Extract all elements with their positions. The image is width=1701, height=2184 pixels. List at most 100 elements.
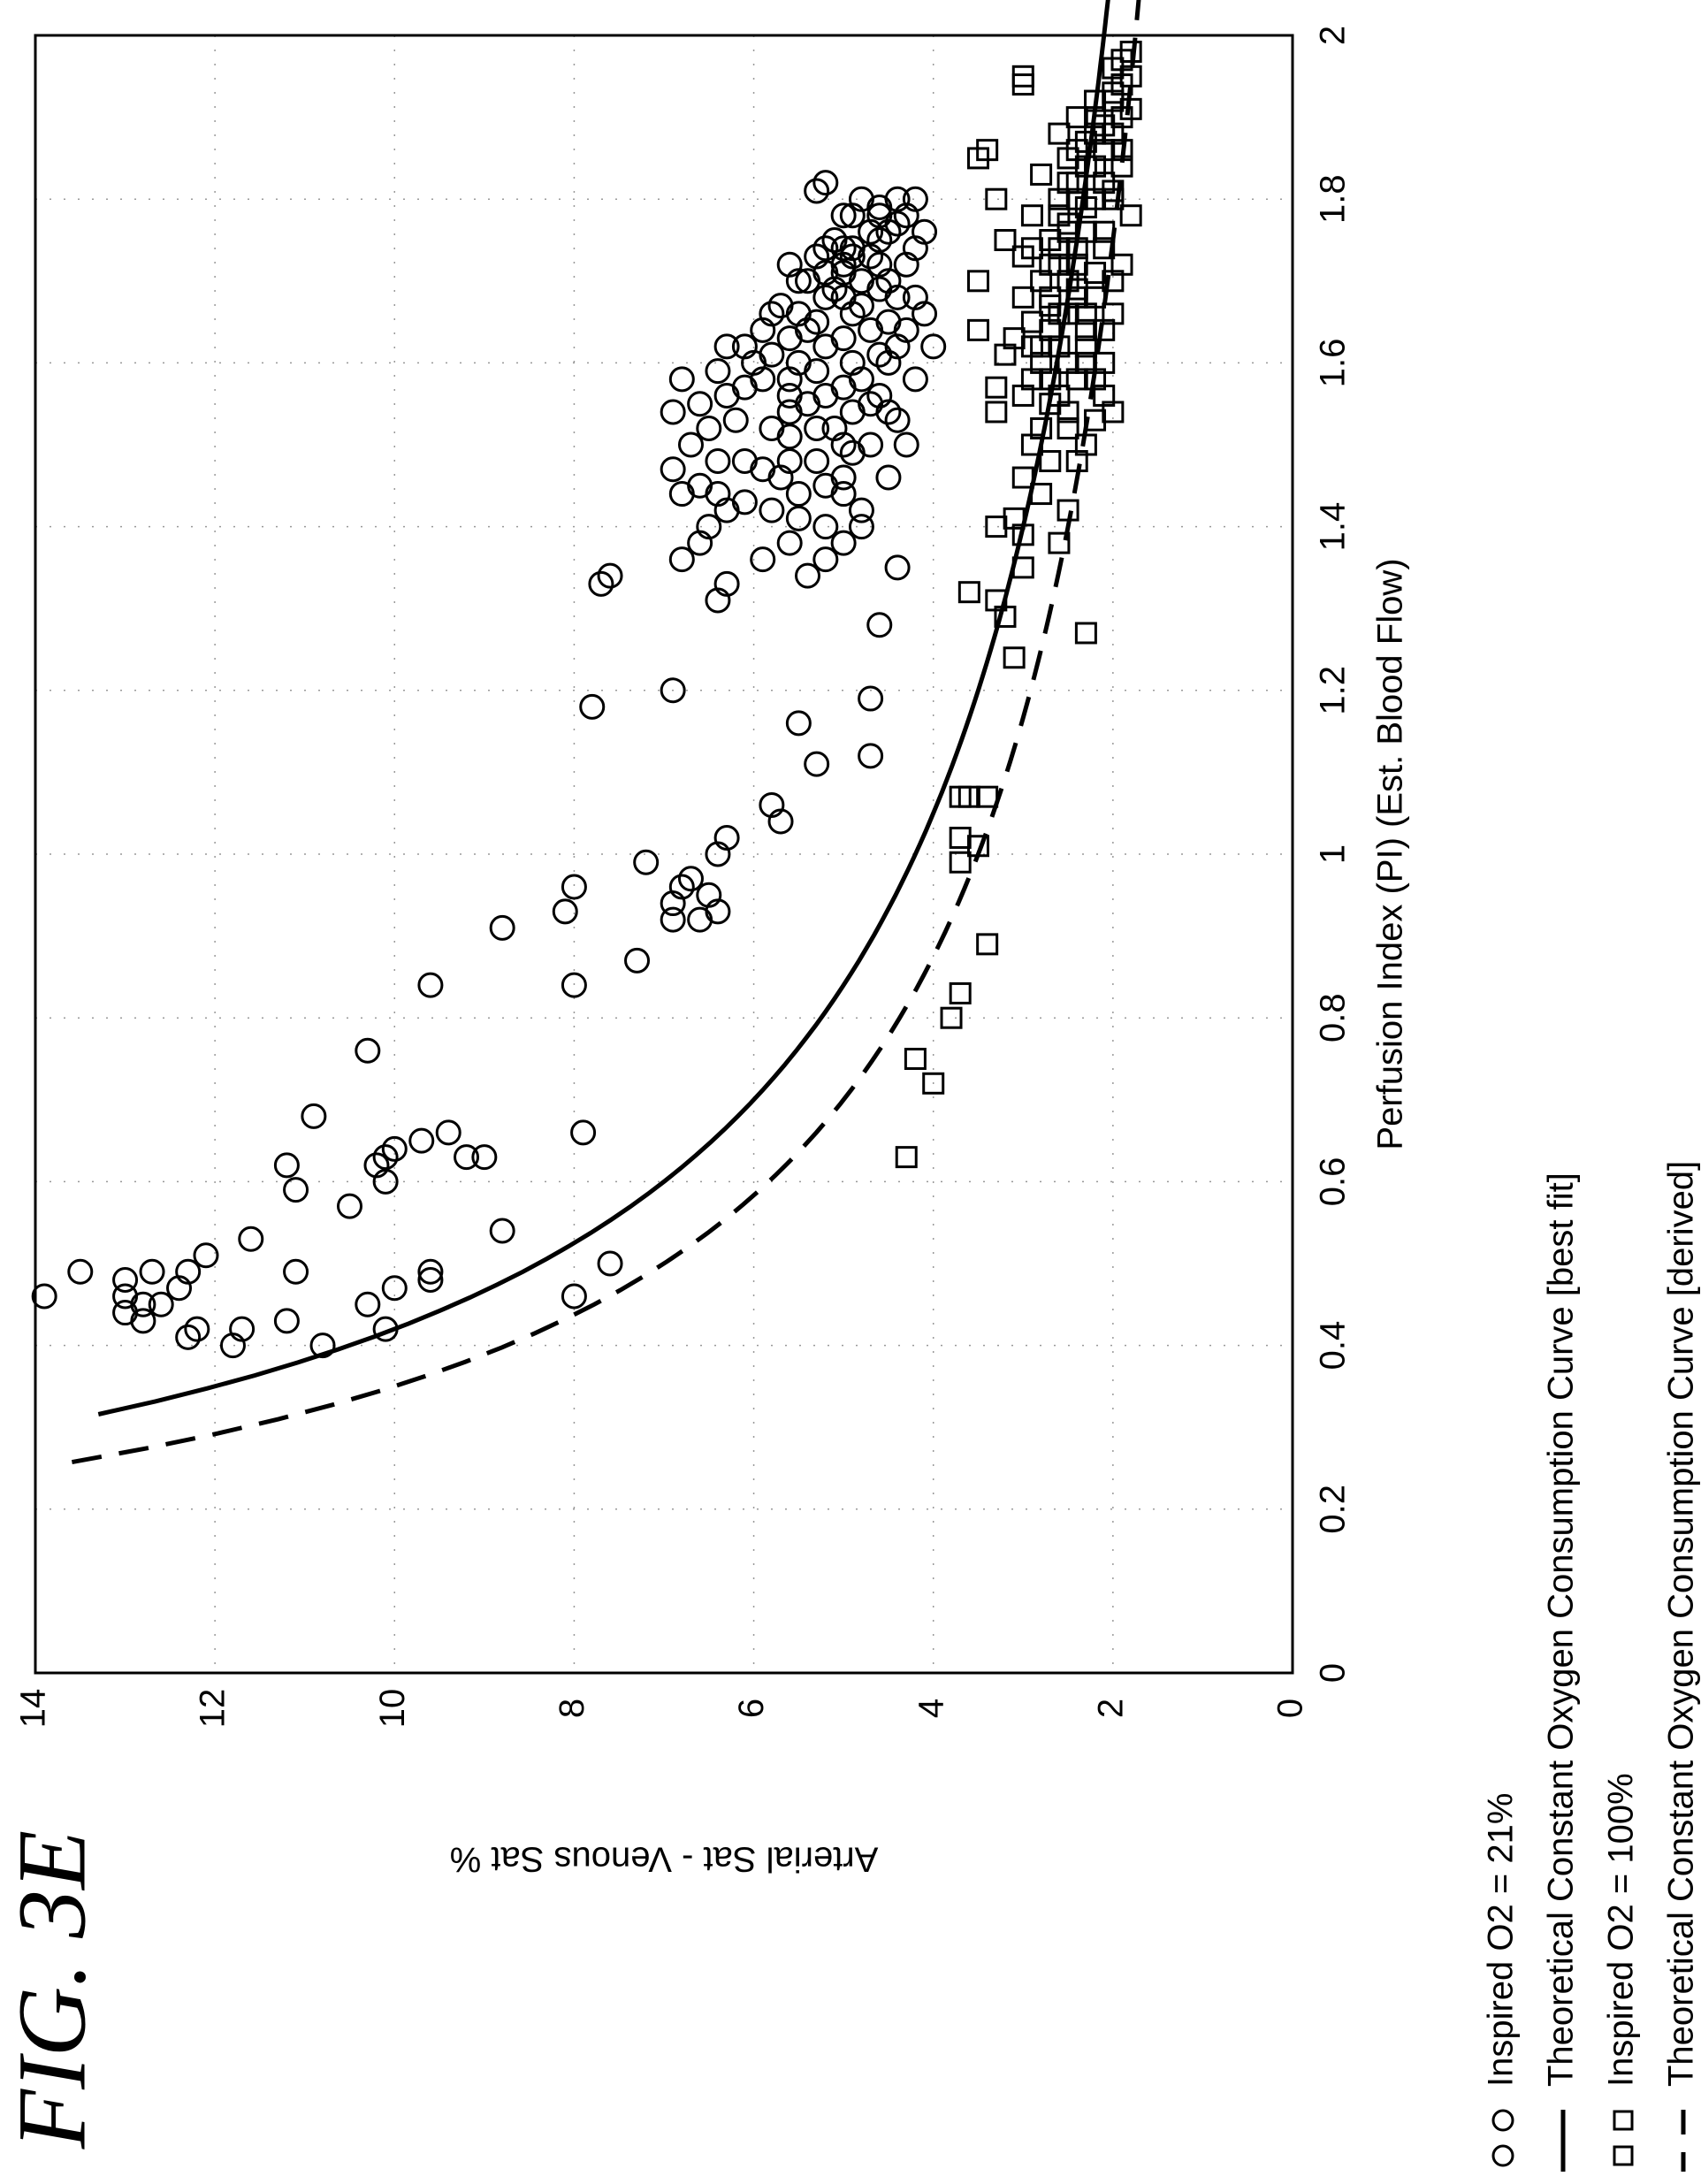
data-point-circle [31, 1283, 57, 1310]
x-tick-label: 0 [1314, 1663, 1353, 1683]
data-point-square [904, 1048, 927, 1070]
data-point-square [1003, 507, 1026, 530]
data-point-circle [875, 268, 902, 294]
data-point-square [1119, 204, 1142, 227]
data-point-circle [705, 481, 731, 508]
data-point-square [1048, 531, 1071, 554]
data-point-circle [759, 301, 785, 327]
data-point-circle [830, 325, 857, 352]
data-point-square [994, 229, 1017, 251]
data-point-square [957, 785, 980, 808]
data-point-circle [417, 972, 444, 998]
x-tick-labels: 0 0.2 0.4 0.6 0.8 1 1.2 1.4 1.6 1.8 2 [1314, 26, 1353, 1683]
data-point-circle [776, 530, 803, 556]
data-point-circle [893, 251, 919, 278]
data-point-circle [830, 202, 857, 229]
data-point-square [1065, 253, 1088, 276]
data-point-square [985, 589, 1008, 612]
data-point-square [957, 581, 980, 604]
data-point-circle [193, 1242, 219, 1269]
data-point-square [1030, 416, 1053, 439]
legend-marker-circle [1491, 2109, 1514, 2132]
x-tick-label: 0.4 [1314, 1321, 1353, 1371]
data-point-square [949, 981, 972, 1004]
data-point-circle [355, 1037, 381, 1064]
legend-label: Inspired O2 = 100% [1602, 1773, 1641, 2087]
data-point-circle [812, 514, 839, 540]
data-point-circle [848, 497, 874, 523]
y-tick-label: 4 [912, 1699, 950, 1718]
data-point-circle [776, 366, 803, 393]
data-point-square [1102, 270, 1125, 293]
data-point-circle [355, 1291, 381, 1317]
data-point-circle [839, 202, 866, 229]
data-point-circle [776, 325, 803, 352]
data-point-square [1119, 41, 1142, 64]
data-point-square [1030, 483, 1053, 506]
data-point-square [985, 187, 1008, 210]
data-point-square [1030, 163, 1053, 186]
legend: Inspired O2 = 21% Theoretical Constant Ox… [1482, 1161, 1701, 2172]
x-tick-label: 1 [1314, 844, 1353, 864]
data-point-square [1065, 106, 1088, 129]
data-point-square [1102, 187, 1125, 210]
data-point-square [1048, 302, 1071, 325]
data-point-square [985, 376, 1008, 399]
data-point-circle [713, 824, 740, 851]
data-point-circle [668, 366, 695, 393]
data-point-circle [731, 489, 758, 515]
data-point-square [1020, 368, 1043, 391]
data-point-circle [570, 1119, 597, 1146]
data-point-circle [713, 570, 740, 597]
derived-curve [71, 0, 1141, 1465]
data-point-circle [561, 972, 587, 998]
data-point-circle [858, 743, 884, 769]
data-point-square [1084, 106, 1107, 129]
data-point-circle [884, 554, 911, 581]
data-point-circle [381, 1275, 408, 1302]
data-point-circle [722, 407, 749, 433]
data-point-square [1074, 318, 1097, 341]
data-point-circle [875, 399, 902, 425]
data-point-circle [588, 570, 614, 597]
data-point-circle [858, 243, 884, 270]
data-point-circle [597, 562, 623, 589]
data-point-circle [902, 366, 928, 393]
data-point-circle [175, 1258, 202, 1285]
data-point-square [1020, 237, 1043, 260]
y-tick-label: 12 [194, 1689, 233, 1729]
data-point-circle [372, 1168, 399, 1195]
data-point-circle [858, 317, 884, 343]
figure-label: FIG. 3E [0, 1830, 105, 2150]
data-point-square [1074, 220, 1097, 243]
data-point-square [1102, 122, 1125, 145]
data-point-circle [309, 1333, 336, 1359]
data-point-circle [561, 1283, 587, 1310]
data-point-square [1030, 335, 1053, 358]
data-point-circle [812, 284, 839, 310]
data-points [31, 41, 1142, 1359]
data-point-circle [804, 358, 830, 385]
y-tick-label: 6 [732, 1699, 771, 1718]
data-point-circle [417, 1258, 444, 1285]
data-point-square [1093, 237, 1116, 260]
legend-label: Theoretical Constant Oxygen Consumption … [1662, 1161, 1701, 2087]
data-point-circle [731, 374, 758, 401]
data-point-square [1048, 384, 1071, 407]
data-point-circle [130, 1308, 156, 1334]
data-point-circle [184, 1316, 210, 1342]
data-point-circle [112, 1267, 139, 1294]
data-point-circle [273, 1308, 300, 1334]
data-point-circle [624, 947, 651, 974]
data-point-circle [408, 1127, 435, 1154]
data-point-square [967, 147, 989, 170]
data-point-circle [839, 243, 866, 270]
data-point-square [1056, 351, 1079, 374]
data-point-circle [731, 448, 758, 475]
data-point-circle [381, 1135, 408, 1162]
data-point-square [1074, 335, 1097, 358]
data-point-circle [839, 439, 866, 466]
data-point-square [1110, 155, 1133, 178]
data-point-circle [337, 1193, 362, 1219]
